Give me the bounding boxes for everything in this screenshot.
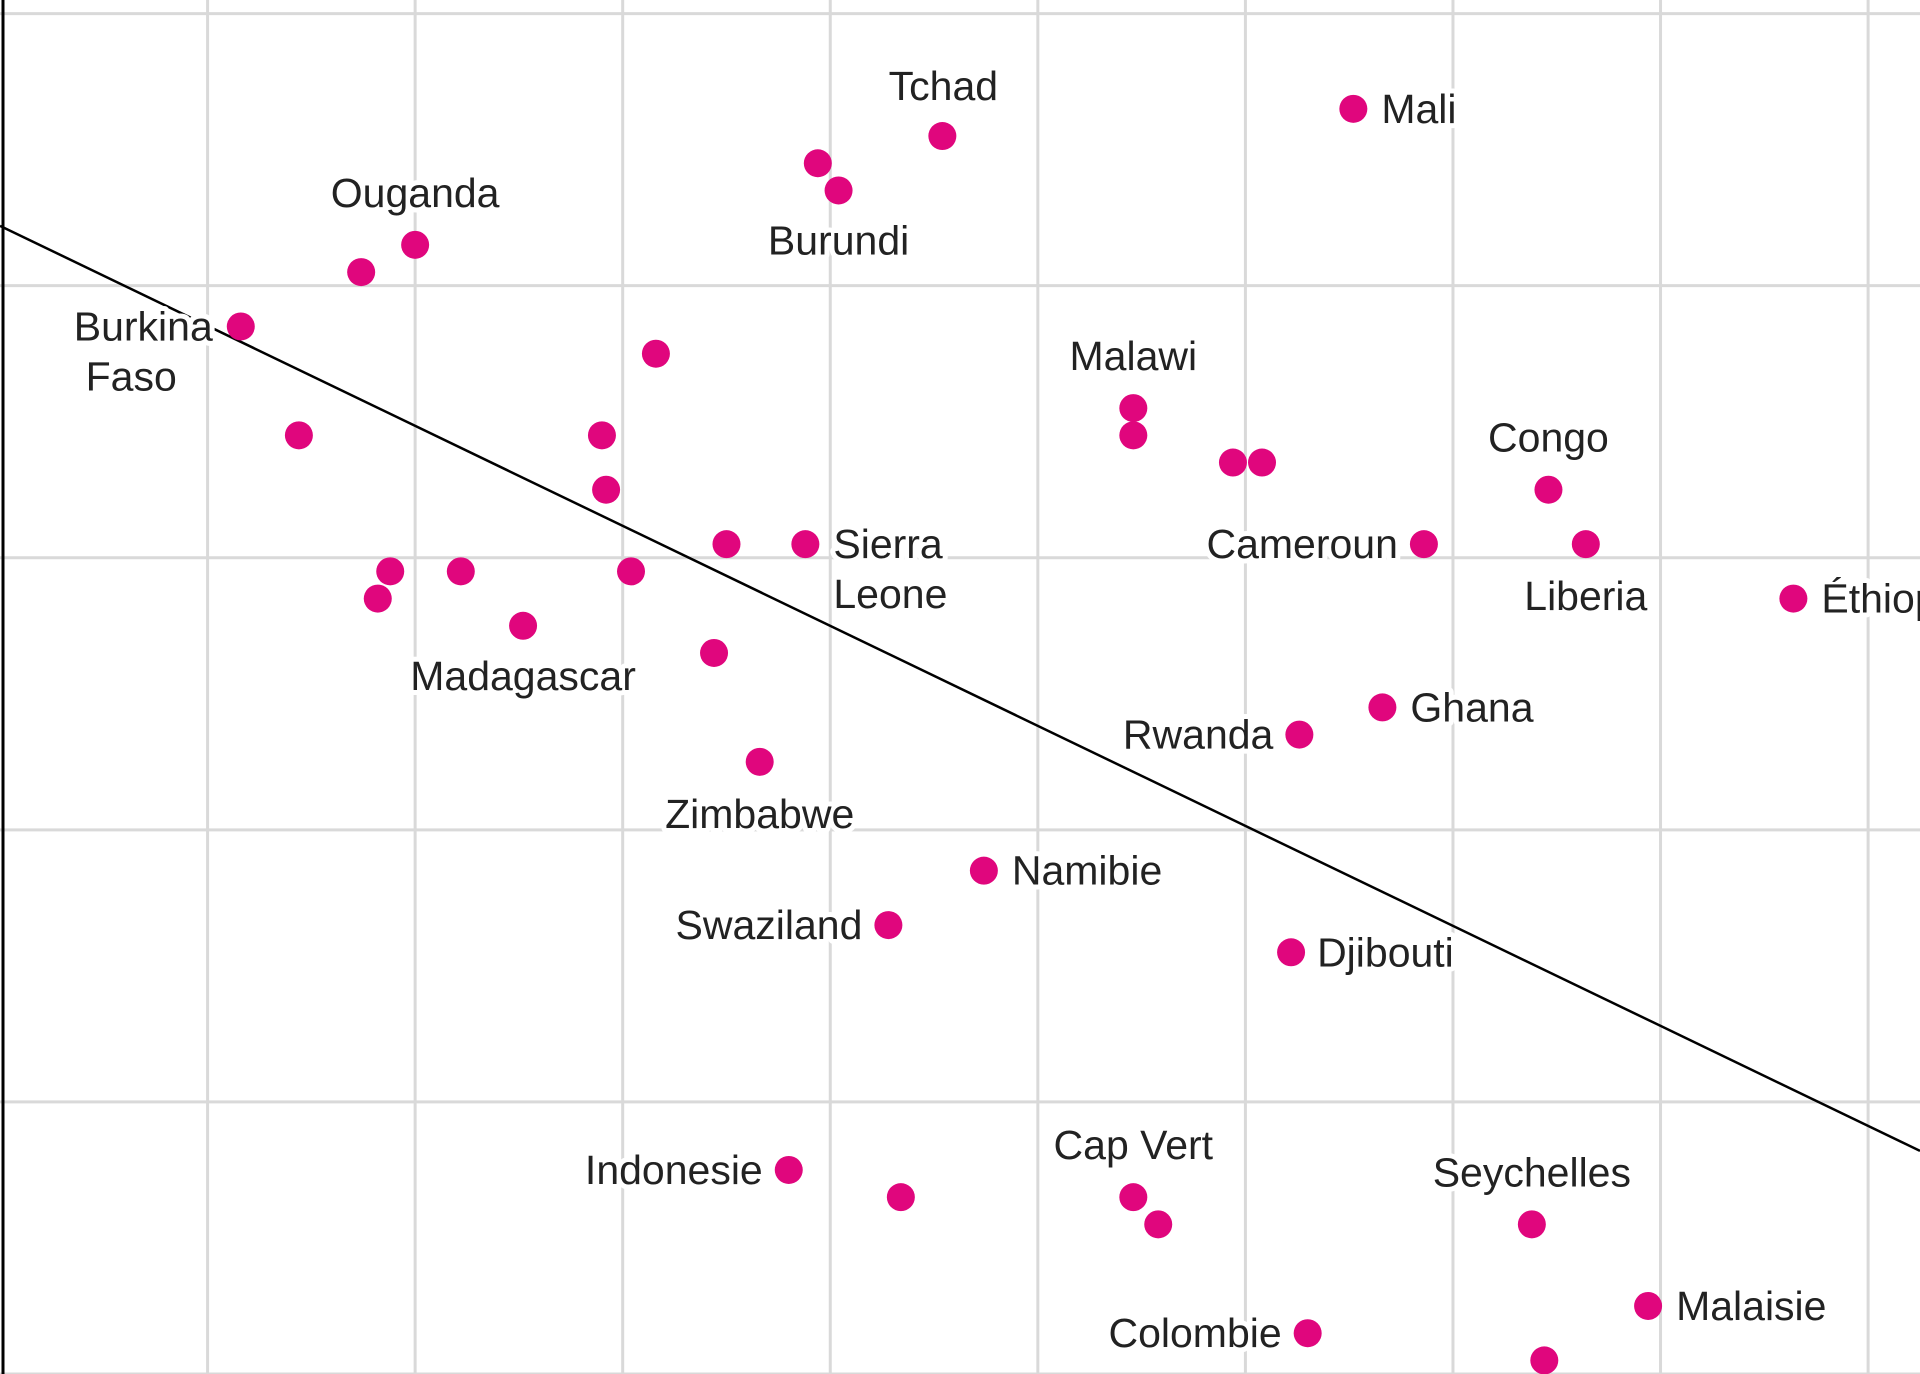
data-point [791, 530, 820, 559]
point-label: Mali [1381, 86, 1456, 132]
data-point [1285, 720, 1314, 749]
data-point [1277, 938, 1306, 967]
point-label: Burundi [768, 217, 909, 263]
point-label: Swaziland [675, 902, 862, 948]
point-label: Cap Vert [1054, 1122, 1214, 1168]
data-point [1634, 1291, 1663, 1320]
data-point [700, 638, 729, 667]
data-point [363, 584, 392, 613]
point-label: Namibie [1012, 848, 1162, 894]
data-point [1530, 1346, 1559, 1374]
point-label: Tchad [889, 63, 998, 109]
data-point [745, 747, 774, 776]
data-point [641, 339, 670, 368]
data-point [401, 230, 430, 259]
data-point [1218, 448, 1247, 477]
data-point [1144, 1210, 1173, 1239]
data-point [226, 312, 255, 341]
point-label: Cameroun [1206, 521, 1397, 567]
data-point [928, 122, 957, 151]
data-point [774, 1155, 803, 1184]
trend-line [0, 224, 1920, 1153]
points-layer [226, 94, 1808, 1374]
data-point [803, 149, 832, 178]
point-label: Burkina Faso [74, 303, 213, 399]
data-point [376, 557, 405, 586]
data-point [886, 1183, 915, 1212]
data-point [1293, 1319, 1322, 1348]
data-point [1339, 94, 1368, 123]
point-label: Ghana [1410, 684, 1533, 730]
point-label: Seychelles [1433, 1149, 1631, 1195]
data-point [446, 557, 475, 586]
labels-layer: Tchad Mali Burundi Ouganda Burkina Faso Malawi… [69, 58, 1920, 1361]
point-label: Rwanda [1123, 712, 1274, 758]
data-point [1409, 530, 1438, 559]
data-point [969, 856, 998, 885]
data-point [617, 557, 646, 586]
data-point [509, 611, 538, 640]
data-point [347, 258, 376, 287]
data-point [874, 911, 903, 940]
point-label: Sierra Leone [833, 521, 947, 617]
data-point [1119, 394, 1148, 423]
point-label: Malaisie [1676, 1283, 1826, 1329]
data-point [1368, 693, 1397, 722]
point-label: Congo [1488, 415, 1609, 461]
data-point [1119, 421, 1148, 450]
point-label: Éthiopie [1821, 576, 1920, 622]
point-label: Malawi [1070, 333, 1198, 379]
point-label: Colombie [1108, 1310, 1281, 1356]
point-label: Madagascar [410, 653, 636, 699]
data-point [1119, 1183, 1148, 1212]
point-label: Zimbabwe [665, 791, 854, 837]
data-point [1779, 584, 1808, 613]
data-point [587, 421, 616, 450]
point-label: Indonesie [585, 1147, 763, 1193]
data-point [592, 475, 621, 504]
data-point [1571, 530, 1600, 559]
data-point [1248, 448, 1277, 477]
point-label: Djibouti [1317, 929, 1454, 975]
data-point [1534, 475, 1563, 504]
point-label: Liberia [1524, 573, 1647, 619]
data-point [712, 530, 741, 559]
point-label: Ouganda [331, 170, 500, 216]
data-point [284, 421, 313, 450]
data-point [1517, 1210, 1546, 1239]
data-point [824, 176, 853, 205]
